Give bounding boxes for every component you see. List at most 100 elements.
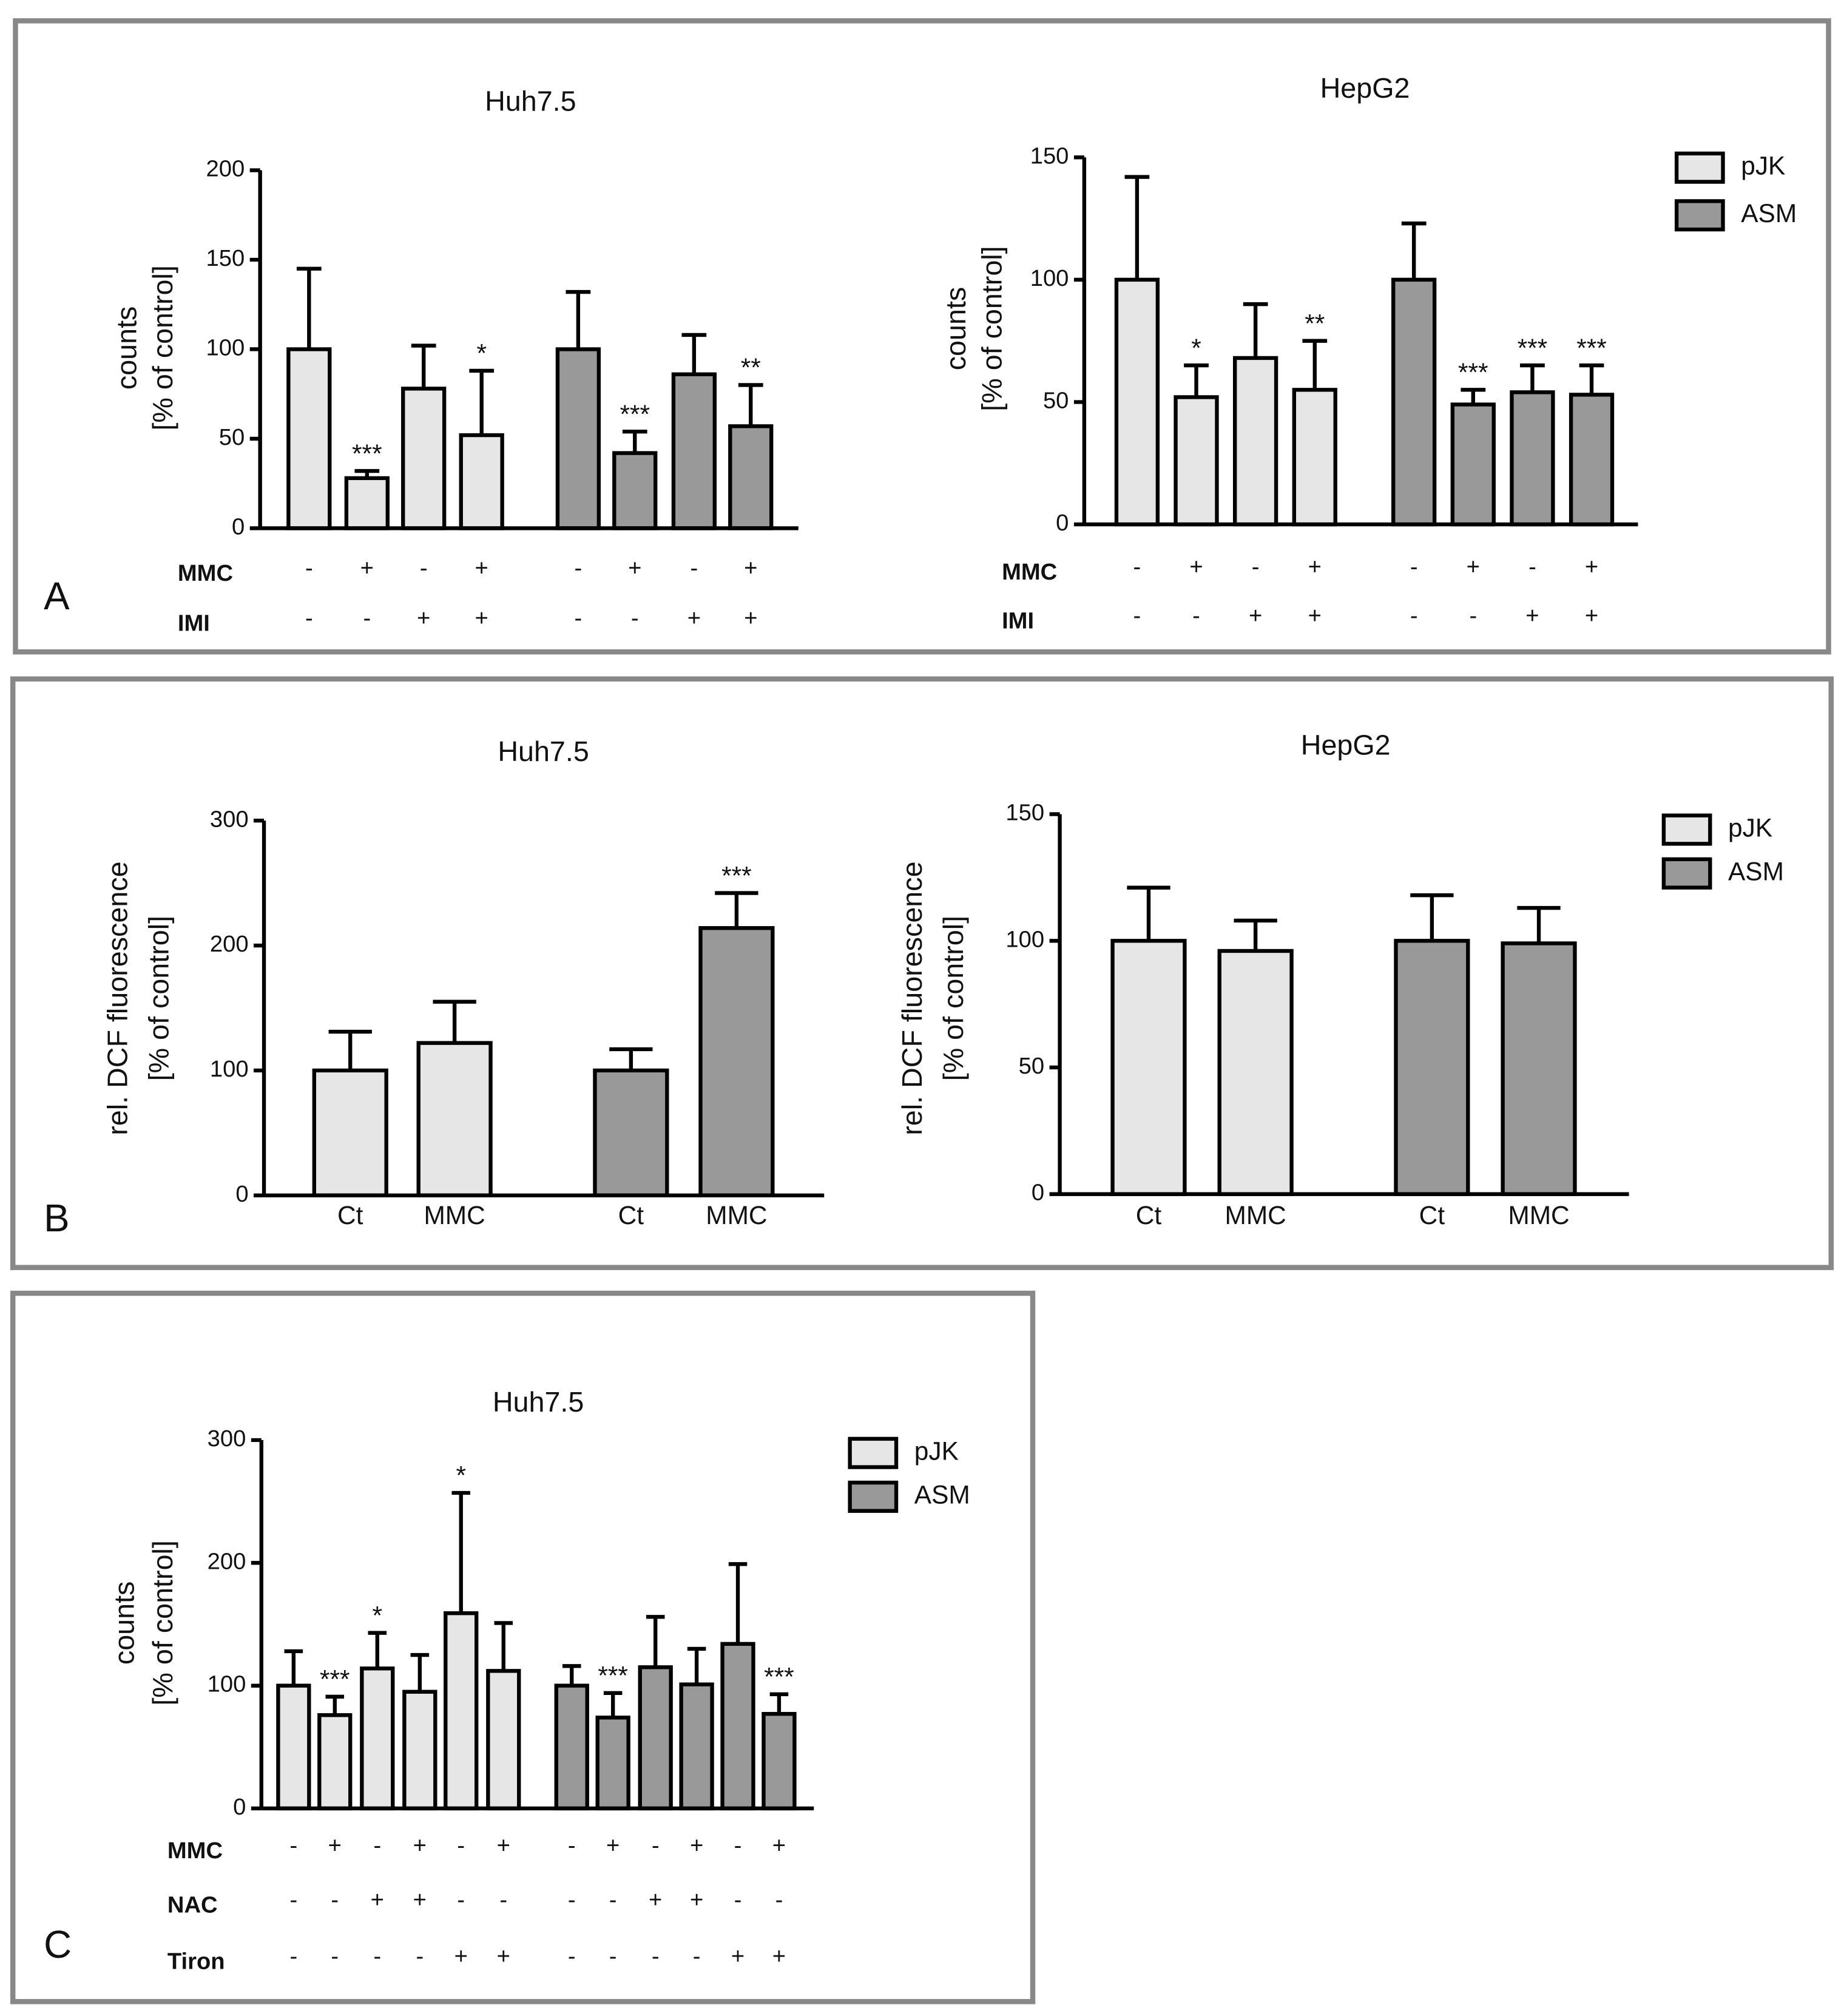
bar bbox=[762, 1711, 797, 1811]
row-label: MMC bbox=[178, 560, 233, 586]
chart-title: Huh7.5 bbox=[485, 85, 576, 117]
bar bbox=[679, 1682, 714, 1811]
bar bbox=[360, 1666, 395, 1811]
bar bbox=[671, 372, 717, 530]
condition-sign: - bbox=[652, 1943, 660, 1969]
x-tick-label: MMC bbox=[1508, 1201, 1569, 1230]
row-label: Tiron bbox=[167, 1949, 225, 1975]
condition-sign: - bbox=[691, 555, 698, 581]
condition-sign: - bbox=[305, 605, 313, 631]
condition-sign: - bbox=[420, 555, 428, 581]
condition-sign: - bbox=[416, 1943, 424, 1969]
y-tick-label: 100 bbox=[210, 1056, 249, 1082]
chart-title: HepG2 bbox=[1320, 72, 1410, 104]
y-axis-label: [% of control] bbox=[937, 916, 969, 1081]
condition-sign: + bbox=[690, 1887, 703, 1913]
legend-label: pJK bbox=[1741, 151, 1785, 180]
significance: * bbox=[476, 339, 487, 368]
bar bbox=[1569, 393, 1615, 527]
bar bbox=[1391, 277, 1437, 527]
condition-sign: + bbox=[687, 605, 701, 631]
significance: *** bbox=[764, 1663, 794, 1691]
condition-sign: - bbox=[575, 555, 583, 581]
condition-sign: - bbox=[331, 1887, 339, 1913]
condition-sign: - bbox=[568, 1943, 576, 1969]
chart-title: HepG2 bbox=[1301, 729, 1391, 761]
y-axis-label: [% of control] bbox=[147, 1540, 178, 1705]
legend-swatch bbox=[1674, 199, 1725, 232]
condition-sign: + bbox=[744, 555, 757, 581]
bar bbox=[1114, 277, 1160, 527]
condition-sign: + bbox=[649, 1887, 662, 1913]
bar bbox=[1110, 939, 1187, 1196]
legend-label: ASM bbox=[1728, 857, 1784, 885]
row-label: NAC bbox=[167, 1892, 218, 1918]
bar bbox=[416, 1041, 493, 1197]
condition-sign: - bbox=[499, 1887, 507, 1913]
condition-sign: - bbox=[693, 1943, 701, 1969]
bar bbox=[344, 476, 390, 530]
significance: *** bbox=[1518, 334, 1548, 362]
condition-sign: + bbox=[731, 1943, 745, 1969]
condition-sign: - bbox=[1252, 553, 1260, 580]
legend-label: ASM bbox=[914, 1481, 970, 1509]
legend-swatch bbox=[1674, 151, 1725, 184]
row-label: IMI bbox=[178, 611, 210, 637]
condition-sign: + bbox=[497, 1943, 510, 1969]
bar bbox=[555, 347, 601, 530]
condition-sign: - bbox=[734, 1833, 742, 1859]
condition-sign: - bbox=[1410, 603, 1418, 629]
bar bbox=[444, 1611, 479, 1811]
significance: *** bbox=[721, 861, 752, 890]
condition-sign: + bbox=[371, 1887, 384, 1913]
bar bbox=[286, 347, 332, 530]
y-tick-label: 0 bbox=[1032, 1180, 1044, 1206]
y-tick-label: 150 bbox=[206, 245, 245, 271]
panel-frame bbox=[10, 1290, 1036, 2004]
condition-sign: - bbox=[1133, 603, 1141, 629]
y-tick-label: 200 bbox=[210, 931, 249, 957]
legend-swatch bbox=[848, 1480, 899, 1513]
significance: ** bbox=[1305, 309, 1325, 337]
bar bbox=[728, 424, 774, 530]
legend-swatch bbox=[1661, 857, 1712, 890]
legend-swatch bbox=[1661, 813, 1712, 846]
y-tick-label: 0 bbox=[233, 1794, 246, 1820]
y-tick-label: 200 bbox=[206, 156, 245, 182]
condition-sign: + bbox=[413, 1833, 427, 1859]
bar bbox=[595, 1716, 630, 1811]
y-axis-label: rel. DCF fluorescence bbox=[896, 861, 928, 1135]
bar bbox=[1394, 939, 1470, 1196]
bar bbox=[1292, 388, 1337, 527]
bar bbox=[638, 1665, 673, 1811]
y-tick-label: 100 bbox=[1005, 926, 1044, 952]
bar bbox=[612, 451, 658, 530]
y-axis-label: rel. DCF fluorescence bbox=[102, 861, 133, 1135]
bar bbox=[698, 926, 775, 1197]
condition-sign: + bbox=[1585, 603, 1598, 629]
y-tick-label: 300 bbox=[208, 1426, 246, 1452]
condition-sign: + bbox=[1525, 603, 1539, 629]
bar bbox=[1510, 390, 1555, 527]
y-tick-label: 100 bbox=[1030, 265, 1069, 291]
y-axis-label: [% of control] bbox=[976, 246, 1008, 411]
condition-sign: - bbox=[1410, 553, 1418, 580]
panel-letter: A bbox=[44, 575, 70, 618]
condition-sign: - bbox=[568, 1887, 576, 1913]
y-tick-label: 200 bbox=[208, 1548, 246, 1574]
significance: * bbox=[1191, 334, 1201, 362]
condition-sign: - bbox=[290, 1943, 298, 1969]
bar bbox=[720, 1642, 755, 1811]
significance: *** bbox=[352, 439, 382, 468]
significance: *** bbox=[620, 400, 650, 428]
condition-sign: - bbox=[652, 1833, 660, 1859]
y-tick-label: 0 bbox=[1056, 510, 1069, 536]
y-tick-label: 0 bbox=[235, 1181, 248, 1207]
condition-sign: + bbox=[772, 1943, 786, 1969]
condition-sign: - bbox=[575, 605, 583, 631]
y-axis-label: counts bbox=[940, 287, 971, 371]
bar bbox=[1233, 356, 1278, 527]
condition-sign: + bbox=[497, 1833, 510, 1859]
